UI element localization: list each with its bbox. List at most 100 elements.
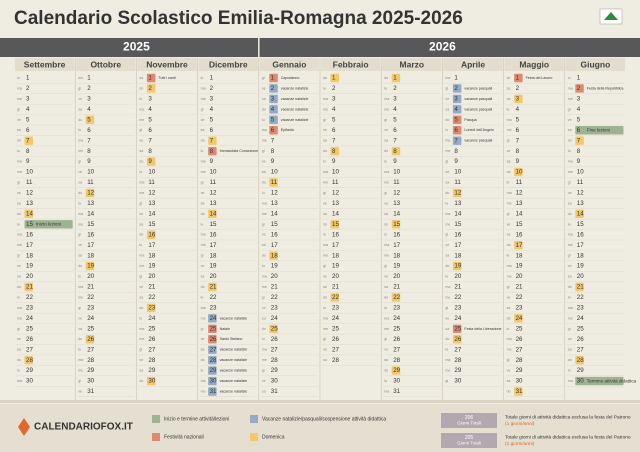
event-label: vacanze pasquali <box>464 107 492 111</box>
weekday: do <box>262 107 266 111</box>
day-number: 11 <box>393 179 400 186</box>
weekday: lu <box>78 275 81 279</box>
weekday: ve <box>17 264 21 268</box>
day-number: 4 <box>516 106 520 113</box>
day-highlight <box>146 303 156 313</box>
day-number: 28 <box>271 357 278 364</box>
weekday: me <box>507 128 512 132</box>
day-number: 4 <box>577 106 581 113</box>
weekday: ve <box>262 233 266 237</box>
day-number: 22 <box>577 294 584 301</box>
day-number: 7 <box>210 137 214 144</box>
weekday: do <box>384 76 388 80</box>
day-number: 18 <box>516 252 523 259</box>
weekday: ma <box>568 379 573 383</box>
weekday: do <box>201 285 205 289</box>
day-number: 22 <box>516 294 523 301</box>
day-number: 23 <box>516 305 523 312</box>
weekday: me <box>201 389 206 393</box>
weekday: me <box>507 348 512 352</box>
day-number: 23 <box>332 305 339 312</box>
weekday: gi <box>262 222 265 226</box>
day-number: 26 <box>26 336 33 343</box>
day-number: 5 <box>577 116 581 123</box>
day-number: 22 <box>26 294 33 301</box>
day-number: 24 <box>148 315 155 322</box>
day-number: 9 <box>516 158 520 165</box>
day-highlight <box>208 376 217 386</box>
event-label: Natale <box>220 327 230 331</box>
weekday: ma <box>262 201 267 205</box>
day-highlight <box>146 157 156 166</box>
day-number: 14 <box>516 210 523 217</box>
title: Calendario Scolastico Emilia-Romagna 202… <box>14 8 463 29</box>
day-highlight <box>330 293 339 302</box>
day-highlight <box>452 136 462 145</box>
weekday: ma <box>384 97 389 101</box>
weekday: gi <box>323 191 326 195</box>
day-number: 14 <box>393 210 400 217</box>
day-number: 3 <box>271 96 275 103</box>
day-number: 12 <box>332 190 339 197</box>
day-number: 2 <box>148 85 152 92</box>
day-number: 3 <box>454 96 458 103</box>
weekday: do <box>17 358 21 362</box>
day-number: 13 <box>454 200 461 207</box>
day-number: 21 <box>87 284 94 291</box>
weekday: ve <box>445 243 449 247</box>
day-number: 27 <box>516 346 523 353</box>
weekday: lu <box>384 160 387 164</box>
day-number: 7 <box>454 137 458 144</box>
weekday: sa <box>139 295 143 299</box>
day-number: 15 <box>26 221 33 228</box>
day-number: 4 <box>271 106 275 113</box>
day-highlight <box>452 188 462 198</box>
day-number: 23 <box>148 305 155 312</box>
month-name: Dicembre <box>209 59 248 69</box>
weekday: sa <box>262 170 266 174</box>
weekday: me <box>139 191 144 195</box>
weekday: sa <box>262 97 266 101</box>
day-highlight <box>146 230 156 239</box>
day-number: 9 <box>393 158 397 165</box>
day-number: 8 <box>577 148 581 155</box>
weekday: ve <box>323 128 327 132</box>
event-label: Lunedì dell'Angelo <box>464 128 493 132</box>
event-label: vacanze natalizie <box>220 379 248 383</box>
day-number: 23 <box>577 305 584 312</box>
day-number: 8 <box>271 148 275 155</box>
day-highlight <box>269 94 278 104</box>
weekday: ve <box>323 201 327 205</box>
weekday: ve <box>262 86 266 90</box>
weekday: do <box>568 358 572 362</box>
weekday: lu <box>17 222 20 226</box>
day-highlight <box>269 324 278 333</box>
weekday: ve <box>17 118 21 122</box>
weekday: sa <box>507 233 511 237</box>
month-name: Gennaio <box>272 59 306 69</box>
weekday: ve <box>507 76 511 80</box>
day-number: 14 <box>87 210 94 217</box>
weekday: gi <box>445 306 448 310</box>
weekday: me <box>384 327 389 331</box>
weekday: gi <box>78 379 81 383</box>
weekday: sa <box>139 149 143 153</box>
legend-label: Festività nazionali <box>164 434 204 440</box>
day-number: 24 <box>26 315 33 322</box>
day-number: 25 <box>393 325 400 332</box>
weekday: me <box>507 275 512 279</box>
day-number: 18 <box>393 252 400 259</box>
day-highlight <box>24 209 33 219</box>
month-name: Novembre <box>146 59 188 69</box>
event-label: Tutti i santi <box>158 76 175 80</box>
weekday: gi <box>139 275 142 279</box>
weekday: ve <box>78 389 82 393</box>
day-number: 12 <box>87 190 94 197</box>
day-number: 8 <box>26 148 30 155</box>
day-number: 28 <box>577 357 584 364</box>
weekday: sa <box>507 86 511 90</box>
day-highlight <box>330 146 339 156</box>
month-name: Febbraio <box>333 59 369 69</box>
event-label: Immacolata Concezione <box>220 149 259 153</box>
day-number: 17 <box>332 242 339 249</box>
